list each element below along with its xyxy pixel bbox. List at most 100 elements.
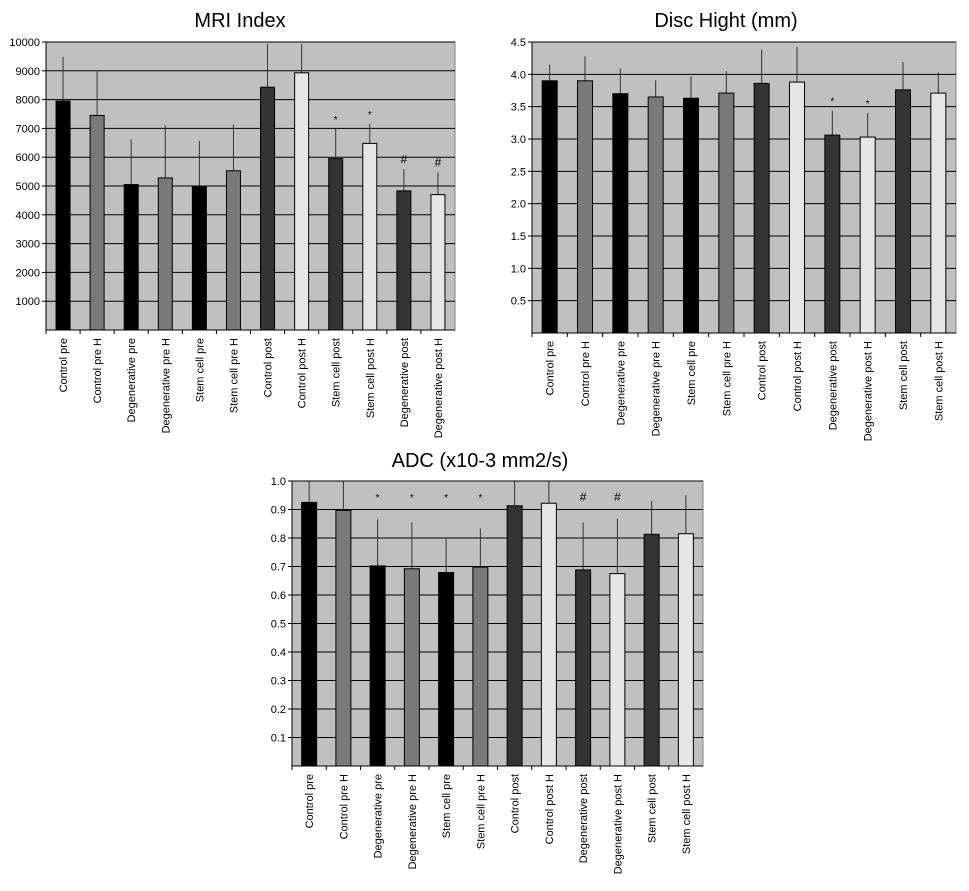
category-label: Control pre [58,338,70,392]
bar [362,142,378,331]
bar [328,158,344,331]
category-label: Stem cell pre [686,341,698,405]
disc-height-chart: Disc Hight (mm) 0.5 1.0 1.5 2.0 2.5 3.0 3.5 4.0… [486,0,966,450]
category-label: Stem cell post [331,338,343,407]
y-tick-label: 10000 [9,37,40,49]
significance-marker: * [478,493,482,504]
bar [225,170,241,331]
category-label: Control post [757,341,769,400]
y-tick-label: 1.0 [511,263,526,275]
significance-marker: * [410,493,414,504]
y-tick-label: 7000 [16,123,40,135]
y-tick-label: 4.0 [511,69,526,81]
bar [472,566,489,767]
significance-marker: * [444,493,448,504]
bar [430,194,446,331]
bar [609,573,626,767]
y-tick-label: 3.0 [511,134,526,146]
y-tick-label: 0.7 [271,562,286,574]
category-label: Degenerative pre [373,774,385,858]
bar [718,92,735,334]
y-tick-label: 0.1 [271,733,286,745]
category-label: Stem cell post H [933,341,945,421]
bar [612,93,629,334]
y-tick-label: 0.9 [271,505,286,517]
bar [438,571,455,767]
y-tick-label: 6000 [16,152,40,164]
mri-index-plot: 1000 2000 3000 4000 5000 6000 7000 8000 9000 1000… [9,37,456,438]
bar [191,185,207,331]
y-tick-label: 0.6 [271,590,286,602]
adc-plot: 0.1 0.2 0.3 0.4 0.5 0.6 0.7 0.8 0.9 1.0 Control pr… [271,476,704,874]
category-label: Degenerative post H [612,774,624,874]
bar [575,569,592,767]
y-tick-label: 3.5 [511,102,526,114]
category-label: Control pre H [92,338,104,403]
category-label: Stem cell pre H [721,341,733,416]
category-label: Degenerative pre [126,338,138,422]
y-tick-label: 4000 [16,210,40,222]
category-label: Control post [510,774,522,833]
significance-marker: * [368,110,372,121]
bar [859,136,876,334]
category-label: Degenerative post [578,774,590,863]
significance-marker: # [435,155,442,169]
y-tick-label: 9000 [16,66,40,78]
y-tick-label: 0.5 [271,619,286,631]
y-tick-label: 0.5 [511,296,526,308]
bar [677,533,694,767]
bar [396,190,412,331]
bar [540,502,557,767]
bar [824,134,841,334]
y-tick-label: 1000 [16,296,40,308]
bar [123,184,139,331]
y-tick-label: 2000 [16,267,40,279]
category-label: Stem cell post [898,341,910,410]
bar [55,100,71,331]
bar [506,505,523,767]
category-label: Control pre [304,774,316,828]
category-label: Degenerative pre H [160,338,172,433]
category-label: Degenerative post H [863,341,875,441]
y-tick-label: 2.5 [511,166,526,178]
category-label: Control post H [544,774,556,844]
y-tick-label: 3000 [16,239,40,251]
category-label: Control pre [545,341,557,395]
y-tick-label: 0.3 [271,676,286,688]
bar [301,501,318,767]
category-label: Degenerative post H [433,338,445,438]
bar [930,92,947,334]
chart-title: ADC (x10-3 mm2/s) [391,450,569,472]
category-label: Stem cell pre [194,338,206,402]
bar [157,177,173,331]
category-label: Stem cell pre [441,774,453,838]
bar [403,568,420,767]
y-tick-label: 0.8 [271,533,286,545]
y-tick-label: 8000 [16,95,40,107]
disc-height-plot: 0.5 1.0 1.5 2.0 2.5 3.0 3.5 4.0 4.5 Control pre Co… [511,37,957,441]
category-label: Control pre H [338,774,350,839]
category-label: Stem cell post H [681,774,693,854]
bar [647,96,664,334]
bar [541,80,558,334]
category-label: Stem cell pre H [228,338,240,413]
bar [335,509,352,767]
category-label: Control post [263,338,275,397]
y-tick-label: 4.5 [511,37,526,49]
significance-marker: # [401,152,408,166]
category-label: Degenerative post [399,338,411,427]
bar [643,533,660,767]
chart-title: MRI Index [194,10,286,32]
chart-title: Disc Hight (mm) [654,10,798,32]
category-label: Stem cell pre H [475,774,487,849]
category-label: Degenerative post [827,341,839,430]
y-tick-label: 2.0 [511,199,526,211]
significance-marker: # [614,490,621,504]
y-tick-label: 1.5 [511,231,526,243]
y-tick-label: 5000 [16,181,40,193]
category-label: Control post H [297,338,309,408]
plot-area [531,41,957,334]
bar [753,82,770,334]
category-label: Control pre H [580,341,592,406]
significance-marker: * [830,97,834,108]
